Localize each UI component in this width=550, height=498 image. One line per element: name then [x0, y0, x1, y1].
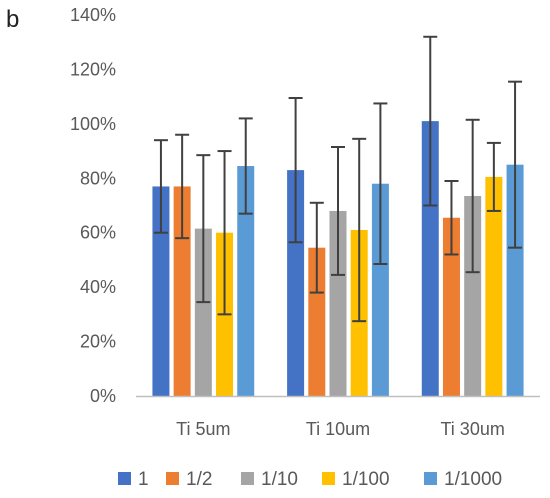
legend-label: 1/10 [261, 469, 298, 490]
y-axis: 0% 20% 40% 60% 80% 100% 120% 140% [70, 5, 116, 406]
bar-1-1000-0 [237, 166, 255, 396]
legend-swatch [424, 472, 437, 485]
x-category-label: Ti 30um [440, 419, 504, 439]
legend-label: 1 [138, 469, 149, 490]
bar-1-10-1 [329, 210, 347, 396]
legend-swatch [118, 472, 131, 485]
bar-1-2 [421, 121, 439, 396]
bar-1-10-2 [464, 195, 482, 396]
legend-swatch [322, 472, 335, 485]
y-tick-label: 60% [80, 223, 116, 243]
bar-1-2-1 [308, 247, 326, 396]
x-category-label: Ti 5um [176, 419, 230, 439]
legend-swatch [166, 472, 179, 485]
y-tick-label: 120% [70, 59, 116, 79]
legend-swatch [241, 472, 254, 485]
panel-label: b [6, 6, 20, 33]
y-tick-label: 40% [80, 277, 116, 297]
error-bars [153, 35, 523, 323]
bar-1-1 [287, 170, 305, 396]
legend-label: 1/2 [186, 469, 212, 490]
legend-label: 1/100 [342, 469, 390, 490]
y-tick-label: 80% [80, 168, 116, 188]
y-tick-label: 140% [70, 5, 116, 25]
bar-1-1000-1 [371, 183, 389, 396]
y-tick-label: 0% [90, 386, 116, 406]
x-category-label: Ti 10um [306, 419, 370, 439]
legend: 1 1/2 1/10 1/100 1/1000 [118, 469, 502, 490]
bar-1-10-0 [194, 228, 212, 396]
bars [152, 121, 524, 396]
y-tick-label: 20% [80, 332, 116, 352]
bar-1-0 [152, 186, 170, 396]
y-tick-label: 100% [70, 114, 116, 134]
bar-1-100-2 [485, 176, 503, 396]
bar-1-1000-2 [506, 164, 524, 396]
x-axis: Ti 5um Ti 10um Ti 30um [136, 395, 540, 439]
bar-1-2-2 [442, 217, 460, 396]
legend-label: 1/1000 [444, 469, 502, 490]
